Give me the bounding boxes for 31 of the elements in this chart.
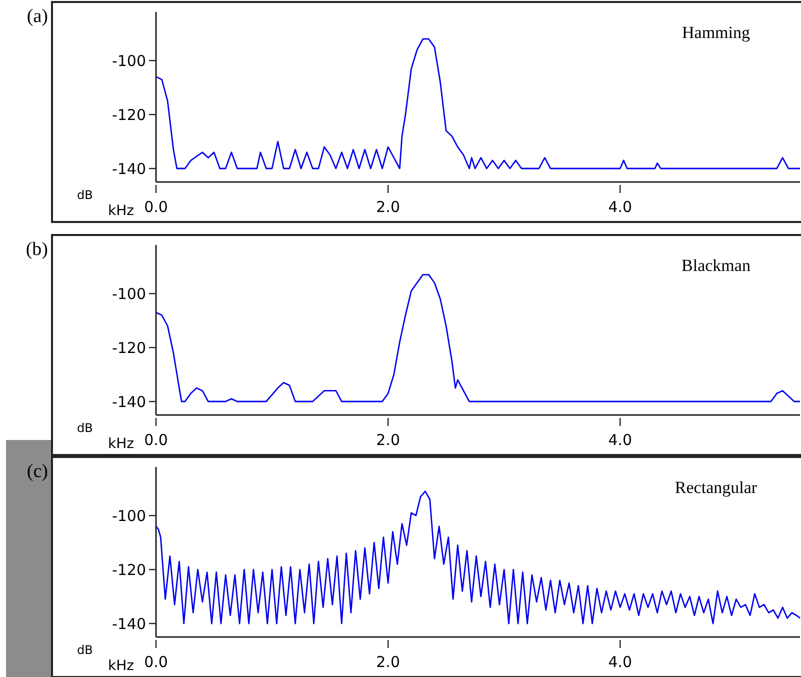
- y-tick-label: -120: [112, 106, 146, 124]
- x-axis-title: kHz: [108, 436, 134, 452]
- x-tick-label: 0.0: [144, 198, 168, 216]
- text: Blackman: [682, 256, 751, 275]
- y-tick-label: -100: [112, 284, 146, 303]
- text: Rectangular: [674, 478, 758, 497]
- y-tick-label: -140: [112, 160, 146, 178]
- x-axis-title: kHz: [108, 203, 134, 219]
- x-tick-label: 4.0: [608, 198, 632, 216]
- y-tick-label: -120: [112, 338, 146, 357]
- y-axis-title: dB: [77, 643, 93, 657]
- y-axis-title: dB: [77, 188, 93, 202]
- x-tick-label: 2.0: [376, 431, 400, 449]
- x-tick-label: 4.0: [608, 653, 632, 671]
- y-axis-title: dB: [77, 421, 93, 435]
- y-tick-label: -100: [112, 506, 146, 525]
- text: (b): [26, 239, 48, 260]
- text: (a): [26, 6, 48, 27]
- y-tick-label: -100: [112, 52, 146, 70]
- y-tick-label: -140: [112, 392, 146, 411]
- x-tick-label: 0.0: [144, 431, 168, 449]
- y-tick-label: -120: [112, 560, 146, 579]
- y-tick-label: -140: [112, 614, 146, 633]
- x-tick-label: 2.0: [376, 653, 400, 671]
- text: Hamming: [682, 23, 750, 42]
- x-tick-label: 0.0: [144, 653, 168, 671]
- text: (c): [26, 461, 48, 482]
- line-series: [155, 274, 801, 402]
- x-axis-title: kHz: [108, 658, 134, 674]
- x-tick-label: 4.0: [608, 431, 632, 449]
- x-tick-label: 2.0: [376, 198, 400, 216]
